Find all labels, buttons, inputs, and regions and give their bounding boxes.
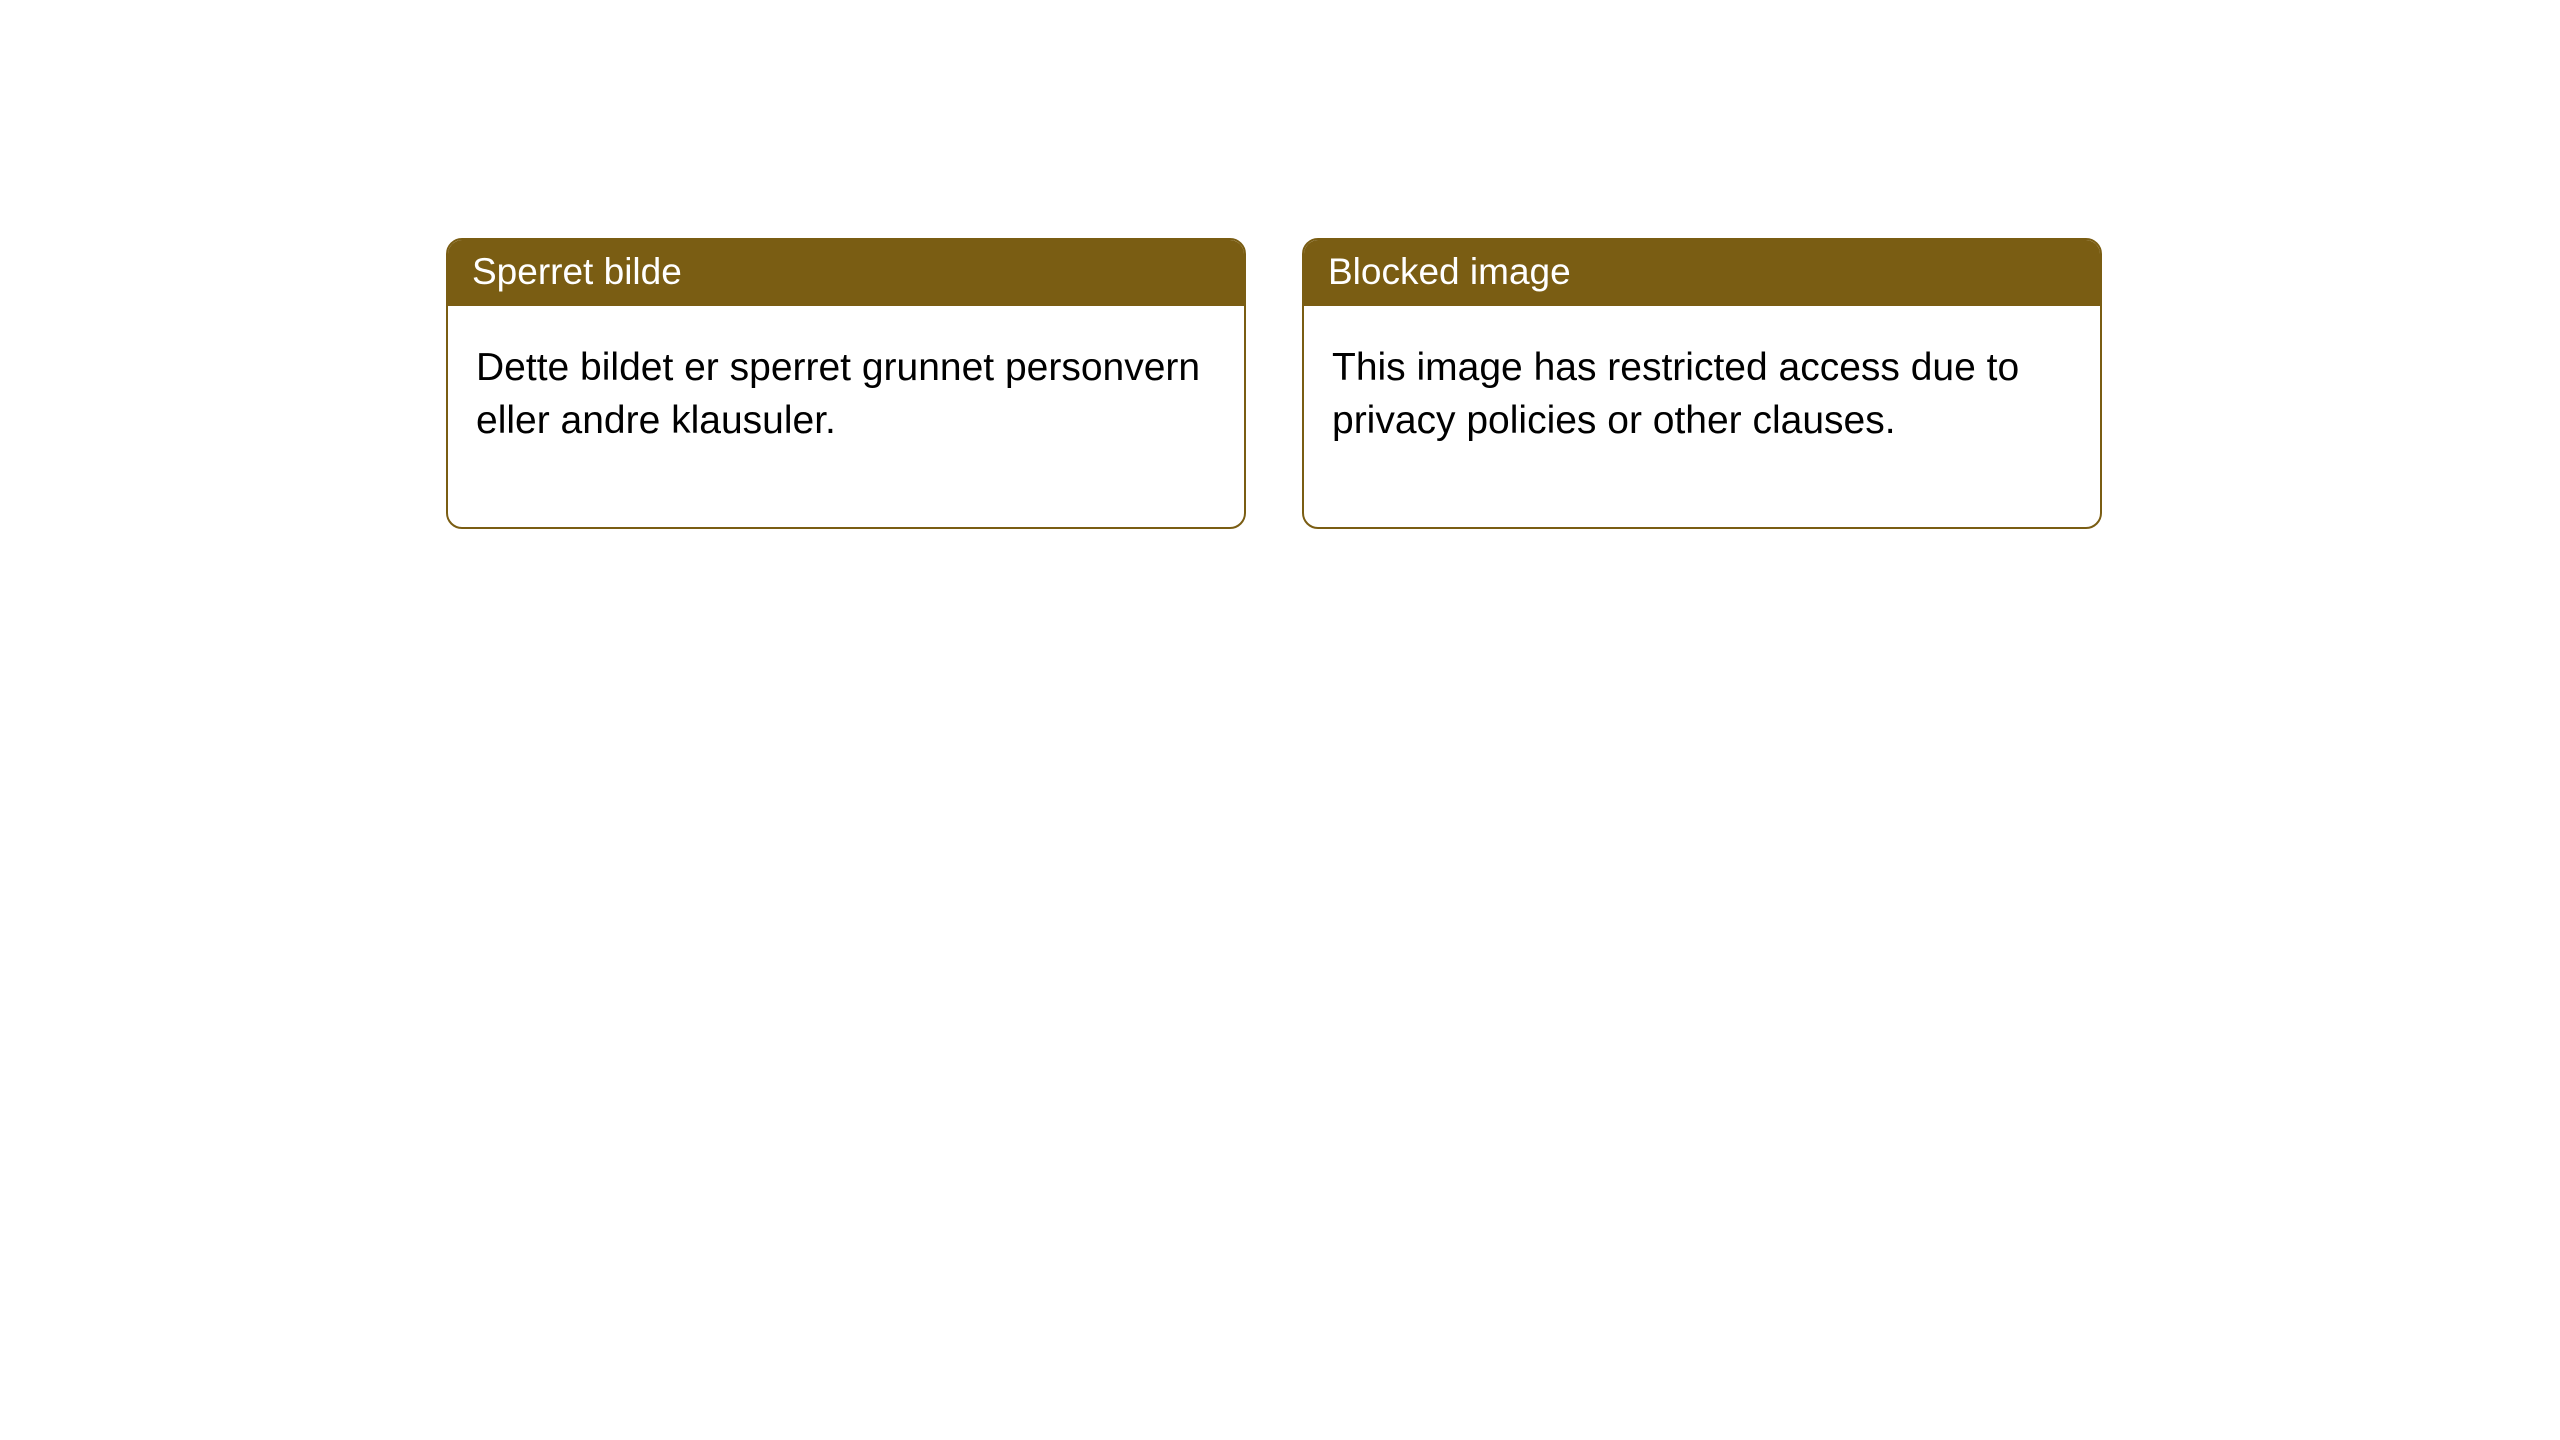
- notice-body: Dette bildet er sperret grunnet personve…: [448, 306, 1244, 527]
- notice-body: This image has restricted access due to …: [1304, 306, 2100, 527]
- notice-header: Sperret bilde: [448, 240, 1244, 306]
- notice-card-english: Blocked image This image has restricted …: [1302, 238, 2102, 529]
- notice-header: Blocked image: [1304, 240, 2100, 306]
- notice-card-norwegian: Sperret bilde Dette bildet er sperret gr…: [446, 238, 1246, 529]
- blocked-image-notice-container: Sperret bilde Dette bildet er sperret gr…: [446, 238, 2102, 529]
